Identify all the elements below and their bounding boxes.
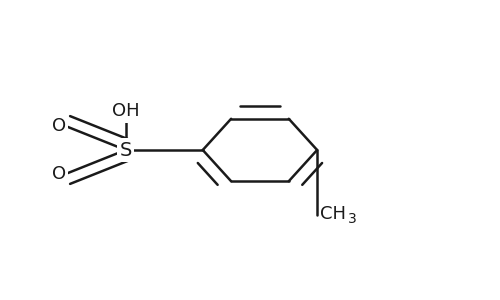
Text: O: O: [52, 165, 66, 183]
Text: O: O: [52, 117, 66, 135]
Text: 3: 3: [348, 212, 356, 226]
Text: S: S: [120, 140, 132, 160]
Text: OH: OH: [112, 102, 140, 120]
Text: CH: CH: [320, 205, 345, 223]
